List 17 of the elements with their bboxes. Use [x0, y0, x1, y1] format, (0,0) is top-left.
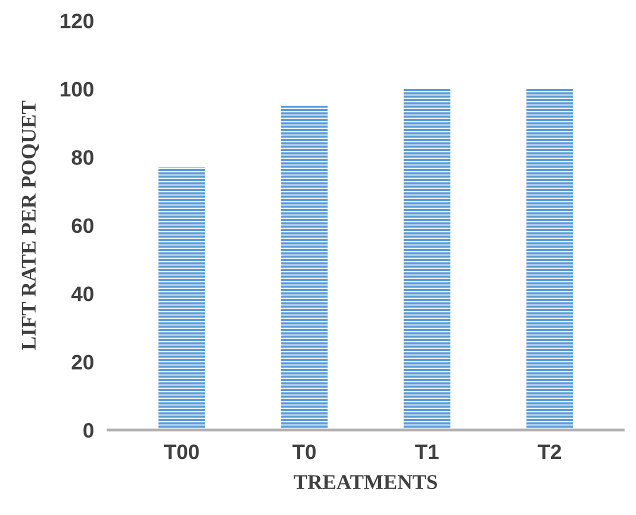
bar — [526, 88, 573, 430]
y-tick-label: 120 — [60, 14, 94, 28]
y-axis-title: LIFT RATE PER POQUET — [22, 100, 39, 350]
x-axis-title: TREATMENTS — [294, 475, 437, 490]
x-tick-label: T0 — [292, 444, 316, 460]
y-tick-label: 40 — [71, 286, 94, 302]
y-tick-label: 0 — [83, 423, 94, 438]
y-tick-label: 100 — [60, 82, 94, 97]
bar — [158, 167, 206, 430]
x-tick-label: T2 — [538, 444, 562, 460]
bar — [404, 88, 450, 430]
y-tick-label: 20 — [72, 354, 94, 370]
y-tick-label: 80 — [72, 150, 94, 165]
bar — [281, 106, 328, 430]
x-tick-label: T1 — [415, 444, 439, 460]
x-tick-label: T00 — [164, 444, 199, 460]
y-tick-label: 60 — [72, 218, 94, 234]
